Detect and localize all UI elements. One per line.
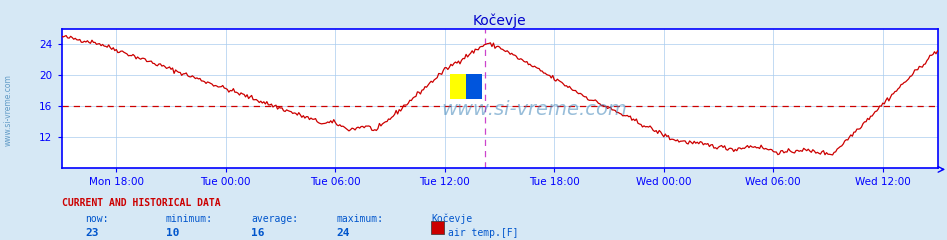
Text: Kočevje: Kočevje xyxy=(431,214,472,224)
Text: 24: 24 xyxy=(336,228,349,238)
Text: CURRENT AND HISTORICAL DATA: CURRENT AND HISTORICAL DATA xyxy=(62,198,221,208)
Text: 23: 23 xyxy=(85,228,98,238)
Text: 16: 16 xyxy=(251,228,264,238)
Text: www.si-vreme.com: www.si-vreme.com xyxy=(441,100,628,119)
Text: 10: 10 xyxy=(166,228,179,238)
Text: www.si-vreme.com: www.si-vreme.com xyxy=(4,74,13,146)
Bar xyxy=(451,74,466,99)
Title: Kočevje: Kočevje xyxy=(473,13,527,28)
Text: now:: now: xyxy=(85,214,109,224)
Text: maximum:: maximum: xyxy=(336,214,384,224)
Text: average:: average: xyxy=(251,214,298,224)
Text: air temp.[F]: air temp.[F] xyxy=(448,228,518,238)
Text: minimum:: minimum: xyxy=(166,214,213,224)
Bar xyxy=(466,74,482,99)
